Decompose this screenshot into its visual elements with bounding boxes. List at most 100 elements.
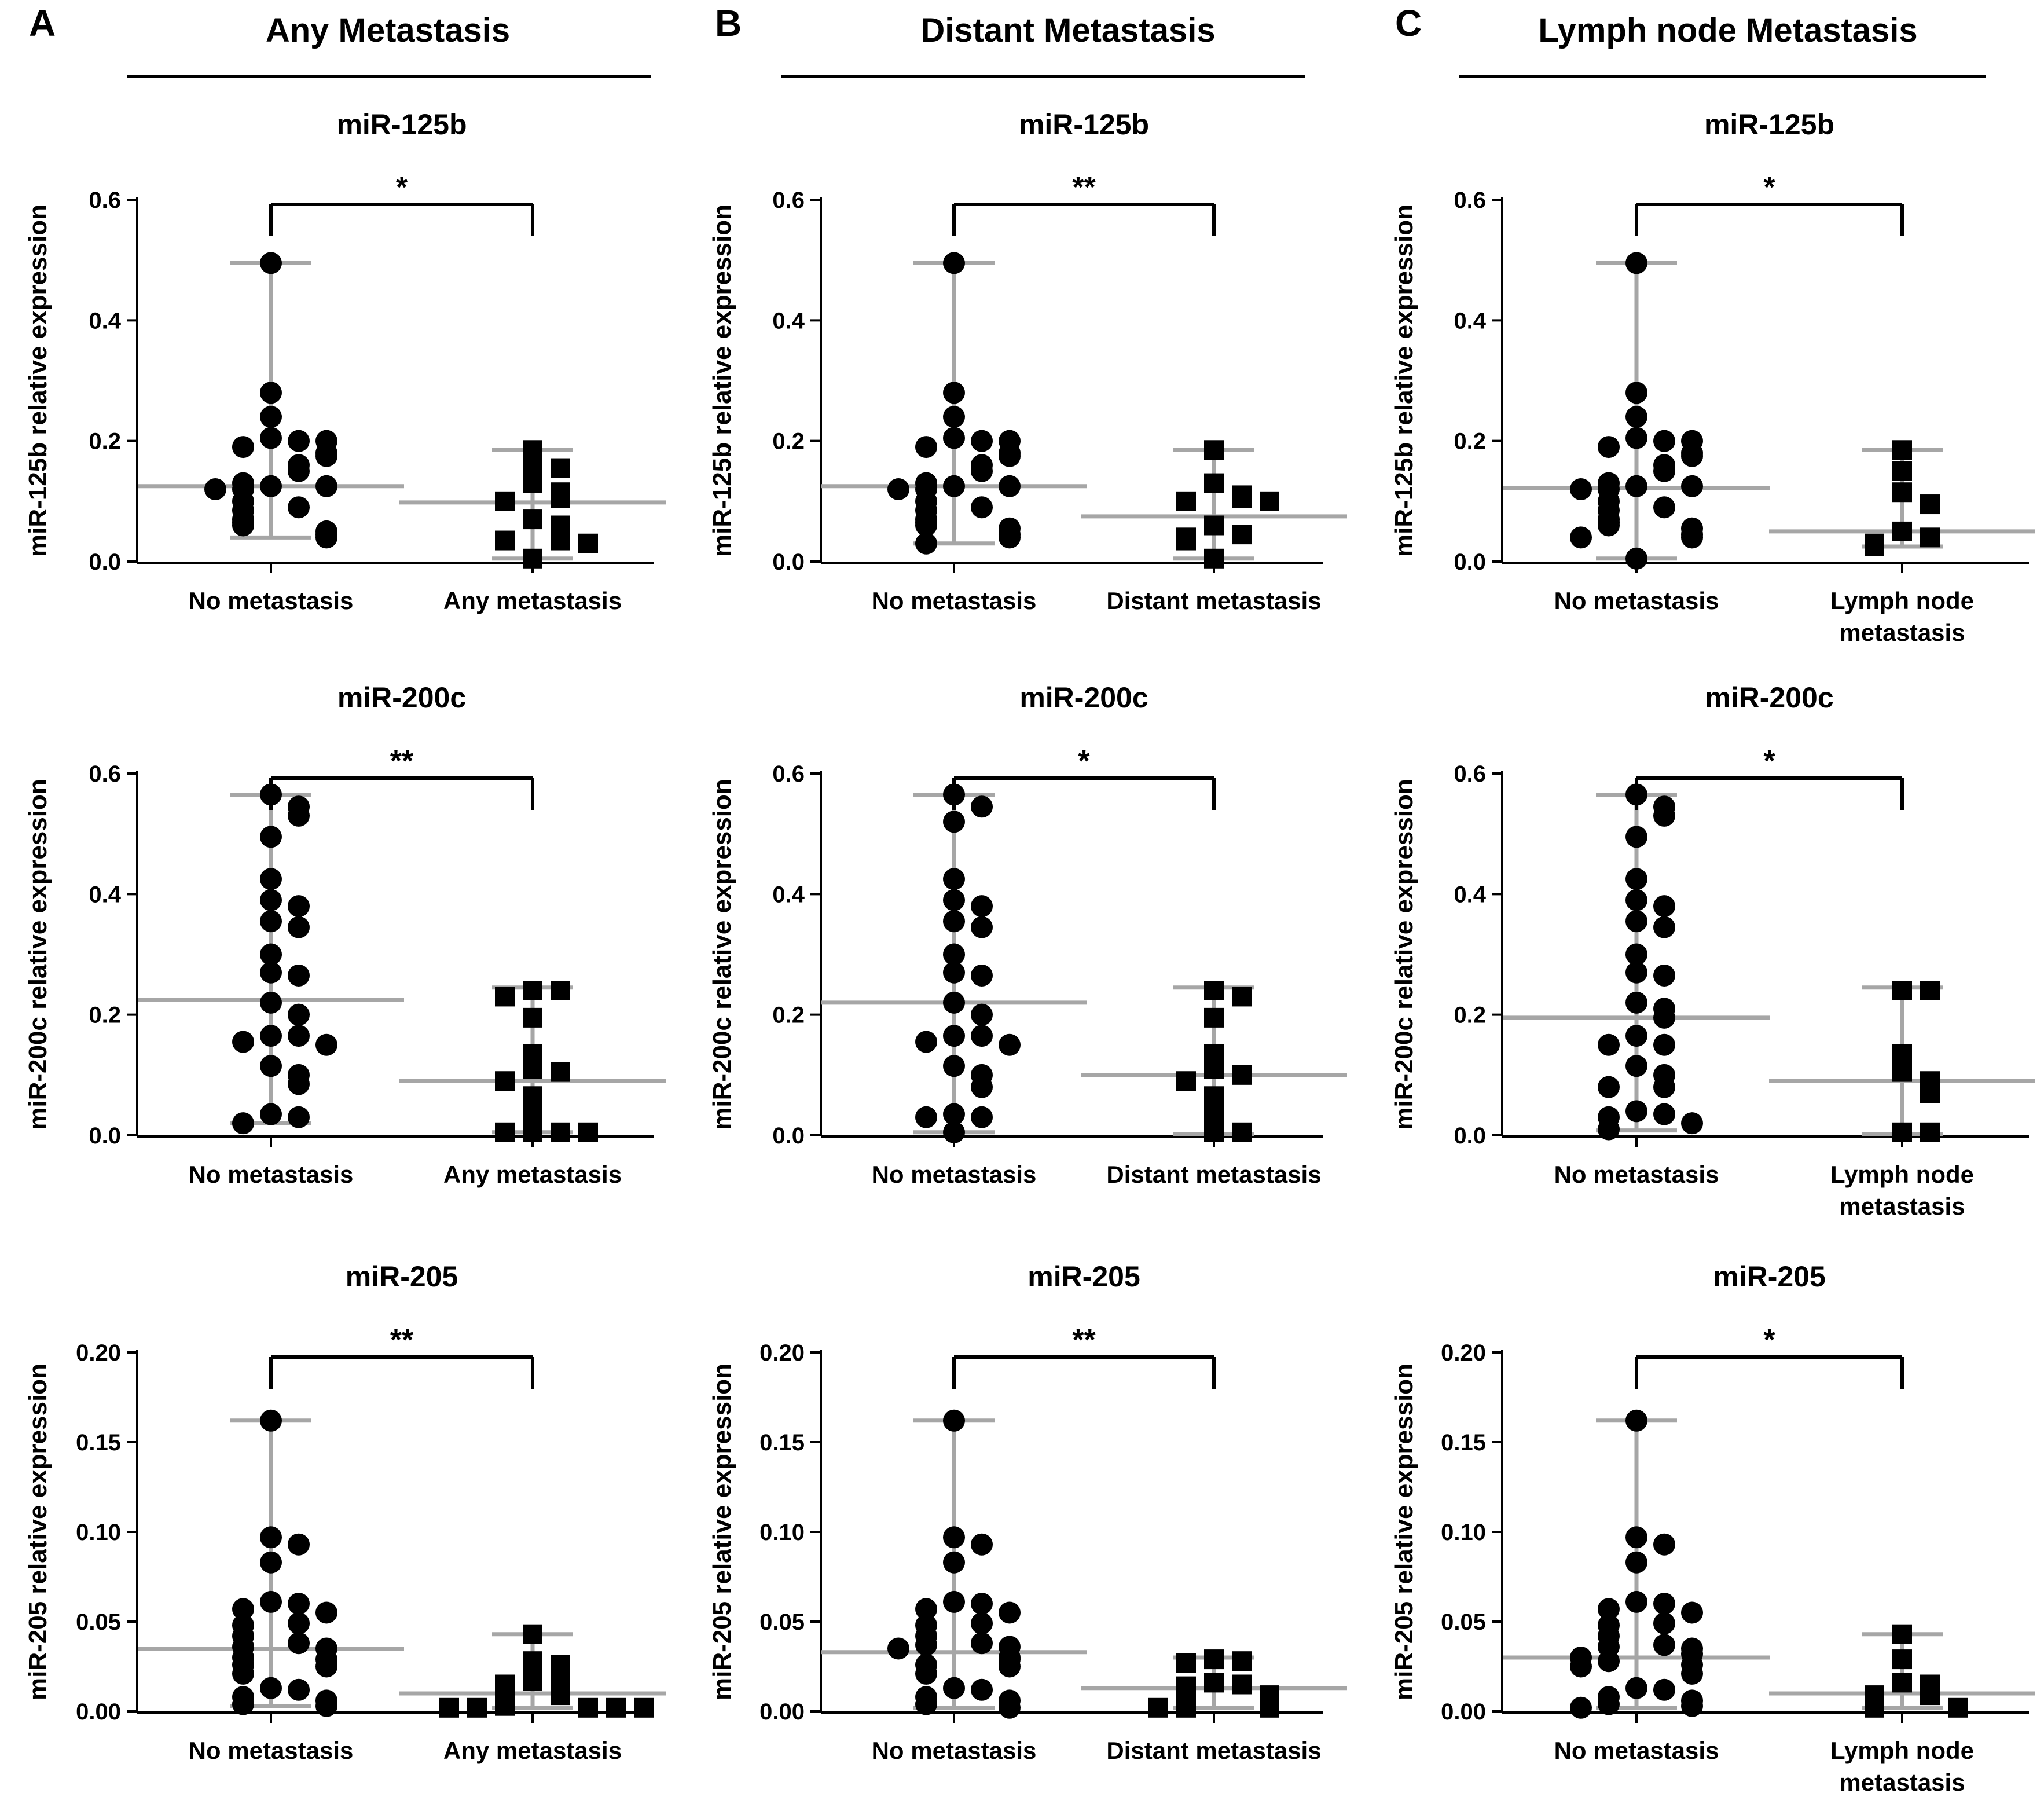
data-point bbox=[1176, 491, 1196, 511]
data-point bbox=[495, 1122, 515, 1142]
data-point bbox=[260, 868, 282, 890]
data-point bbox=[1176, 530, 1196, 551]
data-point bbox=[1625, 252, 1647, 274]
data-point bbox=[1892, 1062, 1912, 1082]
data-point bbox=[1892, 1624, 1912, 1644]
data-point bbox=[1625, 547, 1647, 570]
data-point bbox=[315, 526, 337, 549]
significance-label: ** bbox=[390, 745, 414, 778]
data-point bbox=[1653, 964, 1675, 987]
data-point bbox=[1625, 1100, 1647, 1123]
data-point bbox=[1204, 1673, 1224, 1693]
data-point bbox=[1653, 1634, 1675, 1656]
data-point bbox=[523, 981, 542, 1000]
column-a-header: A Any Metastasis bbox=[29, 2, 651, 78]
data-point bbox=[1625, 382, 1647, 404]
data-point bbox=[288, 804, 310, 827]
column-c-header: C Lymph node Metastasis bbox=[1395, 2, 1986, 78]
data-point bbox=[943, 1409, 965, 1432]
data-point bbox=[1204, 440, 1224, 460]
panel-title: miR-125b bbox=[1019, 108, 1149, 141]
data-point bbox=[915, 1662, 937, 1685]
data-point bbox=[1892, 482, 1912, 503]
data-point bbox=[260, 427, 282, 449]
data-point bbox=[288, 1073, 310, 1095]
y-tick-label: 0.6 bbox=[772, 188, 805, 213]
data-point bbox=[1625, 427, 1647, 449]
data-point bbox=[1204, 1059, 1224, 1079]
data-point bbox=[1176, 1071, 1196, 1091]
data-point bbox=[495, 530, 515, 551]
y-tick-label: 0.20 bbox=[759, 1340, 805, 1366]
panel-title: miR-125b bbox=[336, 108, 467, 141]
data-point bbox=[1653, 804, 1675, 827]
data-point bbox=[943, 252, 965, 274]
panel-title: miR-205 bbox=[346, 1260, 458, 1293]
panel-a-mir-125b: miR-125b miR-125b relative expression 0.0 0… bbox=[24, 108, 666, 614]
y-tick-label: 0.0 bbox=[1454, 549, 1486, 575]
data-point bbox=[551, 530, 570, 551]
data-point bbox=[1681, 1112, 1703, 1135]
y-tick-label: 0.6 bbox=[772, 761, 805, 787]
data-point bbox=[232, 1031, 254, 1053]
data-point bbox=[943, 382, 965, 404]
data-point bbox=[1598, 1650, 1620, 1673]
x-category-label: Lymph node bbox=[1830, 1161, 1974, 1188]
data-point bbox=[1625, 826, 1647, 848]
data-point bbox=[1653, 1076, 1675, 1098]
data-point bbox=[551, 1655, 570, 1675]
data-point bbox=[943, 1055, 965, 1077]
y-tick-label: 0.2 bbox=[772, 1003, 805, 1028]
y-axis-label: miR-205 relative expression bbox=[708, 1363, 736, 1700]
x-category-label: No metastasis bbox=[1554, 1161, 1719, 1188]
data-point bbox=[943, 427, 965, 449]
data-point bbox=[1681, 1662, 1703, 1685]
y-tick-label: 0.6 bbox=[1454, 188, 1486, 213]
data-point bbox=[1570, 1655, 1592, 1678]
data-point bbox=[315, 445, 337, 467]
data-point bbox=[1681, 1601, 1703, 1624]
y-tick-label: 0.10 bbox=[759, 1520, 805, 1545]
data-point bbox=[1653, 1678, 1675, 1701]
panel-b-mir-200c: miR-200c miR-200c relative expression 0.0 0… bbox=[708, 681, 1347, 1188]
x-category-label: No metastasis bbox=[872, 1161, 1037, 1188]
data-point bbox=[288, 1593, 310, 1615]
y-tick-label: 0.00 bbox=[759, 1699, 805, 1725]
data-point bbox=[1176, 1697, 1196, 1718]
x-category-label: No metastasis bbox=[189, 1161, 354, 1188]
data-point bbox=[260, 1677, 282, 1699]
y-tick-label: 0.2 bbox=[772, 429, 805, 454]
data-point bbox=[1625, 868, 1647, 890]
y-axis-label: miR-200c relative expression bbox=[1390, 779, 1418, 1130]
data-point bbox=[999, 1033, 1021, 1056]
column-c-letter: C bbox=[1395, 2, 1422, 44]
y-tick-label: 0.0 bbox=[772, 1123, 805, 1149]
data-point bbox=[260, 1551, 282, 1574]
y-tick-label: 0.10 bbox=[1441, 1520, 1486, 1545]
data-point bbox=[971, 1632, 993, 1655]
panel-b-mir-125b: miR-125b miR-125b relative expression 0.0 0… bbox=[708, 108, 1347, 614]
data-point bbox=[523, 1651, 542, 1671]
data-point bbox=[232, 1112, 254, 1135]
column-b-letter: B bbox=[715, 2, 742, 44]
y-tick-label: 0.05 bbox=[1441, 1609, 1486, 1635]
y-tick-label: 0.4 bbox=[772, 882, 805, 907]
y-tick-label: 0.0 bbox=[89, 1123, 121, 1149]
data-point bbox=[1598, 1118, 1620, 1141]
data-point bbox=[523, 1624, 542, 1644]
data-point bbox=[1892, 440, 1912, 460]
data-point bbox=[1865, 536, 1884, 556]
data-point bbox=[971, 795, 993, 818]
data-point bbox=[971, 1025, 993, 1047]
data-point bbox=[1892, 1122, 1912, 1142]
y-axis-label: miR-205 relative expression bbox=[24, 1363, 52, 1700]
x-category-label: No metastasis bbox=[1554, 587, 1719, 614]
data-point bbox=[1681, 1695, 1703, 1717]
data-point bbox=[971, 496, 993, 519]
data-point bbox=[315, 475, 337, 497]
data-point bbox=[495, 987, 515, 1007]
data-point bbox=[971, 460, 993, 482]
data-point bbox=[260, 1526, 282, 1549]
x-category-label: metastasis bbox=[1839, 1193, 1965, 1220]
data-point bbox=[1920, 494, 1940, 515]
